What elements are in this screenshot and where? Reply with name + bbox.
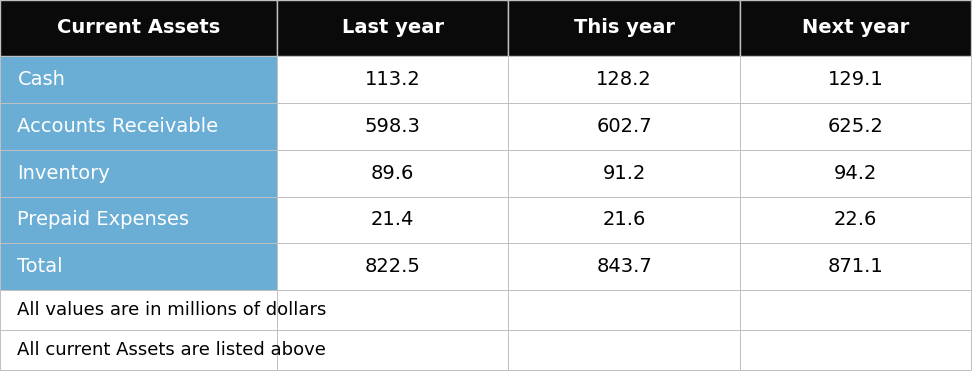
Text: Accounts Receivable: Accounts Receivable	[17, 117, 219, 136]
Bar	[0, 330, 277, 370]
Text: 113.2: 113.2	[364, 70, 421, 89]
Bar	[740, 150, 971, 197]
Bar	[740, 330, 971, 370]
Text: 602.7: 602.7	[596, 117, 652, 136]
Text: 822.5: 822.5	[364, 257, 421, 276]
Bar	[740, 103, 971, 150]
Bar	[277, 330, 508, 370]
Text: Inventory: Inventory	[17, 164, 111, 183]
Bar	[0, 243, 277, 290]
Text: 625.2: 625.2	[827, 117, 884, 136]
Bar	[277, 56, 508, 103]
Bar	[508, 56, 740, 103]
Text: All current Assets are listed above: All current Assets are listed above	[17, 341, 327, 359]
Bar	[508, 150, 740, 197]
Text: Current Assets: Current Assets	[57, 19, 220, 37]
Bar	[0, 197, 277, 243]
Text: 21.4: 21.4	[371, 211, 414, 229]
Bar	[508, 0, 740, 56]
Bar	[508, 290, 740, 330]
Bar	[0, 103, 277, 150]
Bar	[277, 290, 508, 330]
Bar	[277, 197, 508, 243]
Bar	[0, 290, 277, 330]
Text: Last year: Last year	[342, 19, 443, 37]
Bar	[277, 103, 508, 150]
Text: This year: This year	[573, 19, 675, 37]
Text: 22.6: 22.6	[834, 211, 877, 229]
Bar	[740, 56, 971, 103]
Text: 21.6: 21.6	[603, 211, 645, 229]
Bar	[508, 197, 740, 243]
Text: 871.1: 871.1	[827, 257, 884, 276]
Bar	[740, 0, 971, 56]
Text: Next year: Next year	[802, 19, 909, 37]
Text: Total: Total	[17, 257, 63, 276]
Bar	[277, 150, 508, 197]
Bar	[508, 103, 740, 150]
Text: Prepaid Expenses: Prepaid Expenses	[17, 211, 190, 229]
Bar	[740, 197, 971, 243]
Bar	[0, 56, 277, 103]
Text: 94.2: 94.2	[834, 164, 877, 183]
Bar	[277, 243, 508, 290]
Text: 91.2: 91.2	[603, 164, 645, 183]
Text: All values are in millions of dollars: All values are in millions of dollars	[17, 301, 327, 319]
Text: 843.7: 843.7	[596, 257, 652, 276]
Text: 129.1: 129.1	[827, 70, 884, 89]
Bar	[508, 243, 740, 290]
Bar	[0, 0, 277, 56]
Text: 89.6: 89.6	[371, 164, 414, 183]
Bar	[740, 243, 971, 290]
Text: 598.3: 598.3	[364, 117, 421, 136]
Text: Cash: Cash	[17, 70, 65, 89]
Bar	[508, 330, 740, 370]
Text: 128.2: 128.2	[596, 70, 652, 89]
Bar	[0, 150, 277, 197]
Bar	[740, 290, 971, 330]
Bar	[277, 0, 508, 56]
